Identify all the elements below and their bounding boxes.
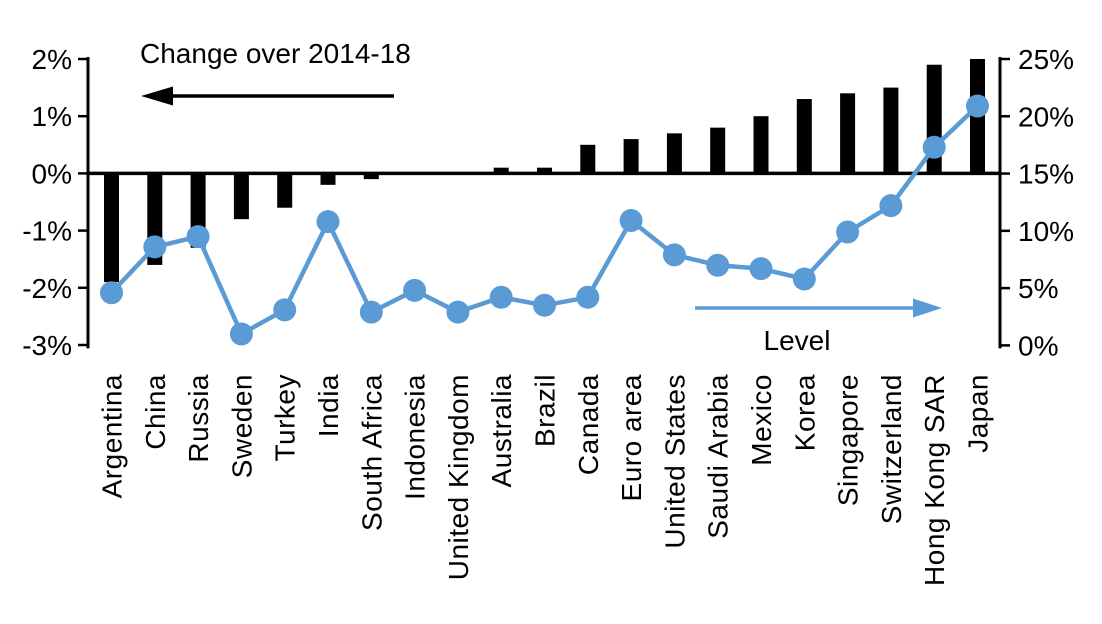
left-axis-tick-label: 1% (32, 101, 72, 132)
level-marker (966, 94, 989, 118)
bar (796, 99, 812, 174)
bar-series-label: Change over 2014-18 (140, 38, 411, 69)
bar (710, 127, 726, 174)
category-label: Australia (486, 374, 517, 487)
level-marker (922, 135, 946, 159)
line-series-label: Level (764, 325, 831, 356)
right-axis-tick-label: 20% (1018, 101, 1074, 132)
right-axis-tick-label: 25% (1018, 44, 1074, 75)
level-marker (403, 278, 427, 302)
bar (493, 167, 509, 174)
bar (840, 93, 856, 174)
category-label: Canada (573, 374, 604, 475)
bar (320, 173, 336, 185)
level-marker (359, 300, 383, 324)
category-label: Saudi Arabia (703, 374, 734, 539)
category-label: China (140, 374, 171, 450)
right-axis-tick-label: 5% (1018, 273, 1058, 304)
category-label: Argentina (97, 374, 128, 498)
left-axis-tick-label: 0% (32, 158, 72, 189)
level-marker (533, 293, 556, 317)
right-axis-tick-label: 10% (1018, 216, 1074, 247)
category-label: United States (659, 374, 690, 549)
category-label: Indonesia (400, 374, 431, 500)
category-label: Korea (789, 374, 820, 451)
bar (883, 87, 899, 174)
category-label: Brazil (530, 374, 561, 447)
level-marker (446, 300, 470, 324)
level-marker (100, 281, 123, 305)
level-marker (273, 298, 297, 322)
level-marker (879, 194, 903, 218)
left-axis-tick-label: -1% (22, 216, 72, 247)
category-label: Singapore (833, 374, 864, 506)
level-marker (662, 243, 686, 267)
level-arrow-head (913, 298, 942, 318)
bar (277, 173, 293, 208)
category-label: Switzerland (876, 374, 907, 524)
change-arrow-head (141, 86, 173, 106)
right-axis-tick-label: 0% (1018, 330, 1058, 361)
bar (363, 173, 379, 180)
category-label: Euro area (616, 374, 647, 501)
right-axis-tick-label: 15% (1018, 159, 1074, 190)
level-marker (316, 210, 340, 234)
level-marker (706, 253, 730, 277)
category-label: Turkey (270, 374, 301, 462)
category-label: Hong Kong SAR (919, 374, 950, 586)
bar (623, 139, 639, 174)
left-axis-tick-label: 2% (32, 44, 72, 75)
category-label: Mexico (746, 374, 777, 466)
bar (666, 133, 682, 174)
level-marker (489, 285, 513, 309)
bar (233, 173, 249, 220)
level-marker (186, 225, 210, 249)
bar (753, 116, 769, 174)
category-label: South Africa (356, 374, 387, 531)
bar (537, 167, 552, 174)
level-marker (836, 220, 860, 244)
bar-series (104, 59, 985, 283)
category-label: India (313, 374, 344, 437)
left-axis-tick-label: -3% (22, 330, 72, 361)
left-axis-tick-label: -2% (22, 273, 72, 304)
bar (580, 144, 596, 174)
level-marker (792, 267, 816, 291)
category-label: Sweden (226, 374, 257, 478)
category-label: Russia (183, 374, 214, 463)
level-marker (143, 235, 167, 259)
level-marker (229, 322, 253, 346)
level-marker (749, 257, 773, 281)
category-label: United Kingdom (443, 374, 474, 580)
category-label: Japan (963, 374, 994, 453)
level-marker (619, 209, 643, 233)
level-marker (576, 285, 600, 309)
bar (104, 173, 119, 283)
